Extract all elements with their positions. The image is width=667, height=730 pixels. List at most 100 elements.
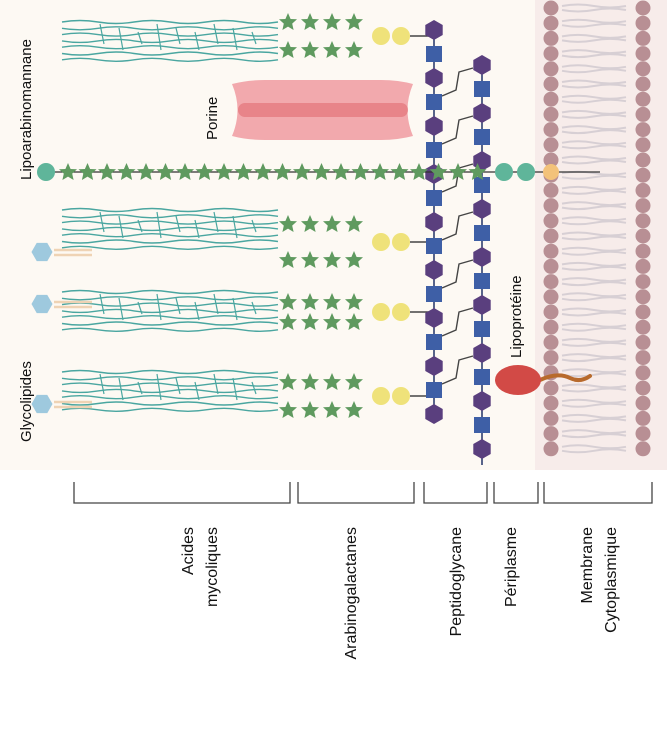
- peptide-bridge: [441, 67, 474, 97]
- mycolic-link: [175, 377, 181, 395]
- glucosamine-square: [474, 81, 490, 97]
- lipid-tail: [561, 231, 627, 237]
- lipoarabinomannan: [37, 163, 600, 181]
- mycolic-link: [137, 31, 143, 45]
- lam-mannose: [495, 163, 513, 181]
- glucosamine-square: [426, 286, 442, 302]
- lipid-head: [543, 106, 559, 122]
- lipid-tail: [561, 387, 627, 393]
- lipid-tail: [561, 18, 627, 24]
- mycolic-chain: [61, 289, 279, 295]
- lipid-head: [543, 46, 559, 62]
- lipid-tail: [561, 265, 627, 271]
- lipid-tail: [561, 144, 627, 150]
- mycolic-link: [99, 211, 105, 233]
- mycolic-link: [99, 373, 105, 395]
- mycolic-link: [251, 219, 257, 233]
- lipid-tail: [561, 205, 627, 211]
- region-bracket: [423, 482, 488, 504]
- lipid-head: [635, 91, 651, 107]
- lipid-head: [543, 61, 559, 77]
- mycolic-chain: [61, 26, 279, 31]
- region-bracket: [543, 482, 653, 504]
- lipid-head: [635, 152, 651, 168]
- mycolic-chain: [61, 207, 279, 213]
- lipid-head: [635, 15, 651, 31]
- lipid-head: [635, 426, 651, 442]
- lipid-head: [543, 30, 559, 46]
- glucosamine-square: [426, 190, 442, 206]
- mycolic-chain: [61, 296, 279, 301]
- lipid-tail: [561, 22, 627, 28]
- lipid-tail: [561, 174, 627, 180]
- mycolic-chain: [61, 395, 279, 400]
- mycolic-link: [194, 219, 200, 239]
- region-label-membrane-cytoplasmique: Cytoplasmique: [603, 527, 620, 633]
- mycolic-link: [213, 293, 219, 315]
- mycolic-link: [175, 27, 181, 45]
- lipid-tail: [561, 277, 627, 283]
- mycolic-link: [99, 23, 105, 45]
- galactose: [392, 27, 410, 45]
- lipid-tail: [561, 250, 627, 256]
- mycolic-link: [232, 27, 238, 51]
- mycolic-chain: [61, 407, 279, 412]
- mycolic-chain: [61, 382, 279, 387]
- lipid-tail: [561, 246, 627, 252]
- lam-mannose: [517, 163, 535, 181]
- mycolic-link: [232, 215, 238, 239]
- lipid-head: [543, 441, 559, 457]
- lipid-head: [543, 76, 559, 92]
- lipid-tail: [561, 341, 627, 347]
- mycolic-chain: [61, 19, 279, 25]
- mycolic-chain: [61, 239, 279, 244]
- glucosamine-square: [474, 369, 490, 385]
- lipid-head: [543, 213, 559, 229]
- lipid-head: [635, 0, 651, 16]
- region-label-membrane-cytoplasmique: Membrane: [579, 527, 596, 604]
- galactose: [392, 233, 410, 251]
- lipid-head: [635, 258, 651, 274]
- lipid-tail: [561, 140, 627, 146]
- lipid-head: [635, 441, 651, 457]
- lipid-head: [543, 15, 559, 31]
- lipid-tail: [561, 326, 627, 332]
- mycolic-link: [213, 23, 219, 45]
- lipid-head: [543, 334, 559, 350]
- mycolic-chain: [61, 308, 279, 314]
- lipid-head: [635, 380, 651, 396]
- mycolic-chain: [61, 321, 279, 326]
- lipid-tail: [561, 53, 627, 59]
- label-lipoproteine: Lipoprotéine: [508, 275, 525, 358]
- lipid-head: [635, 243, 651, 259]
- lipid-tail: [561, 429, 627, 435]
- mycolic-link: [213, 211, 219, 233]
- lipid-tail: [561, 307, 627, 313]
- glucosamine-square: [426, 46, 442, 62]
- region-label-periplasme: Périplasme: [503, 527, 520, 607]
- lipid-head: [543, 152, 559, 168]
- mycolic-chain: [61, 327, 279, 332]
- peptide-bridge: [441, 259, 474, 289]
- mycolic-chain: [61, 369, 279, 375]
- region-label-peptidoglycane: Peptidoglycane: [448, 527, 465, 637]
- region-labels: Acides mycoliques Arabinogalactanes Peptido…: [180, 527, 620, 660]
- mycolic-chain: [61, 226, 279, 232]
- lipid-tail: [561, 337, 627, 343]
- lipid-head: [635, 30, 651, 46]
- peptide-bridge: [441, 355, 474, 385]
- lipid-tail: [561, 125, 627, 131]
- lipid-head: [543, 304, 559, 320]
- region-label-arabinogalactanes: Arabinogalactanes: [343, 527, 360, 660]
- lipid-head: [543, 274, 559, 290]
- lipid-head: [635, 122, 651, 138]
- lipid-head: [635, 410, 651, 426]
- lipid-head: [543, 137, 559, 153]
- lipid-head: [635, 395, 651, 411]
- peptide-bridge: [441, 115, 474, 145]
- lipid-head: [543, 0, 559, 16]
- mycolic-link: [118, 215, 124, 239]
- lipid-head: [543, 243, 559, 259]
- lipid-tail: [561, 155, 627, 161]
